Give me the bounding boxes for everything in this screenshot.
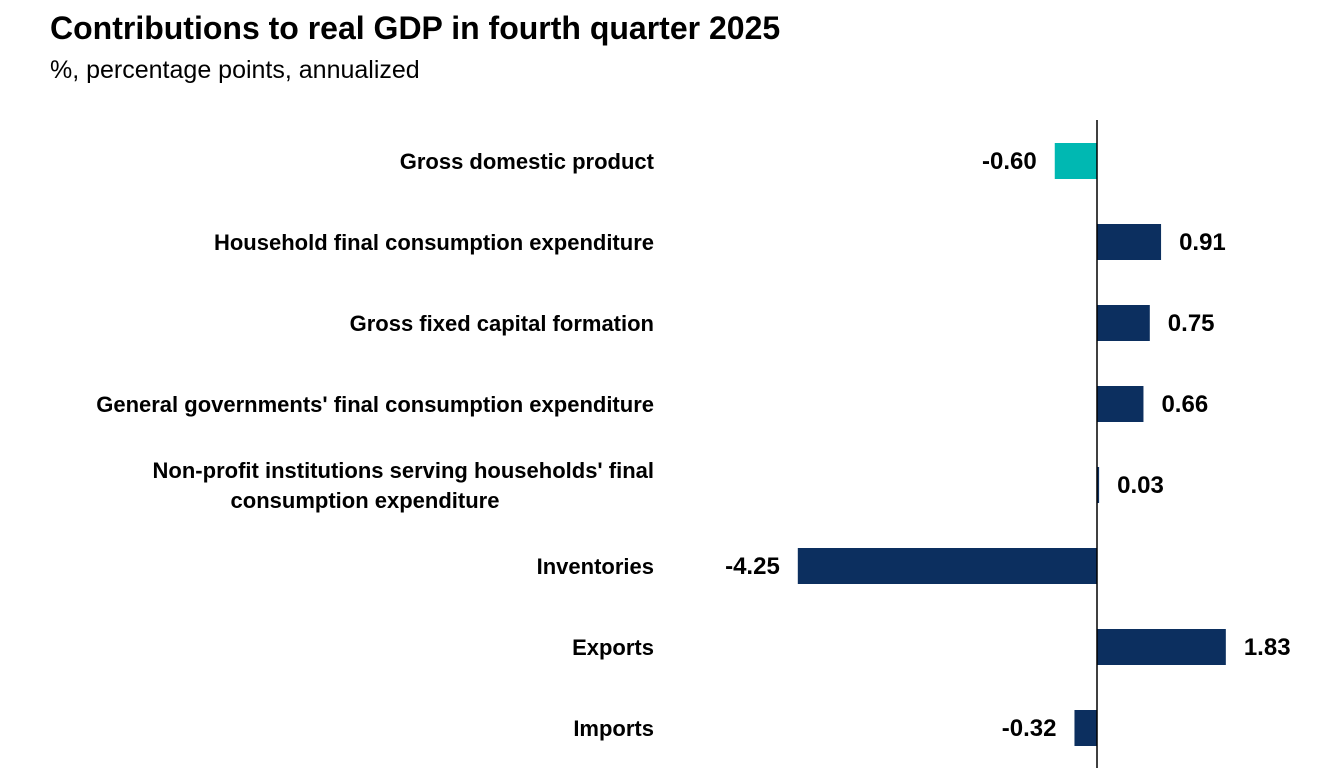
category-label: Inventories: [537, 554, 654, 579]
category-label: Exports: [572, 635, 654, 660]
bar: [1097, 224, 1162, 260]
bar: [1054, 143, 1097, 179]
chart-title: Contributions to real GDP in fourth quar…: [50, 10, 781, 46]
category-label: General governments' final consumption e…: [96, 392, 654, 417]
category-label: Gross fixed capital formation: [350, 311, 654, 336]
category-label: Household final consumption expenditure: [214, 230, 654, 255]
category-label: Imports: [573, 716, 654, 741]
value-label: 0.91: [1179, 229, 1226, 256]
value-label: 0.66: [1161, 391, 1208, 418]
bar: [1097, 305, 1150, 341]
bar: [797, 548, 1097, 584]
bar: [1097, 629, 1226, 665]
bar: [1074, 710, 1097, 746]
chart-subtitle: %, percentage points, annualized: [50, 56, 420, 84]
bar: [1097, 386, 1144, 422]
value-label: -0.32: [1002, 715, 1057, 742]
category-label: consumption expenditure: [231, 488, 500, 513]
bar: [1097, 467, 1100, 503]
value-label: -0.60: [982, 148, 1037, 175]
category-label: Gross domestic product: [400, 149, 655, 174]
category-label: Non-profit institutions serving househol…: [153, 458, 654, 483]
value-label: 0.75: [1168, 310, 1215, 337]
value-label: 1.83: [1244, 634, 1291, 661]
value-label: -4.25: [725, 553, 780, 580]
value-label: 0.03: [1117, 472, 1164, 499]
